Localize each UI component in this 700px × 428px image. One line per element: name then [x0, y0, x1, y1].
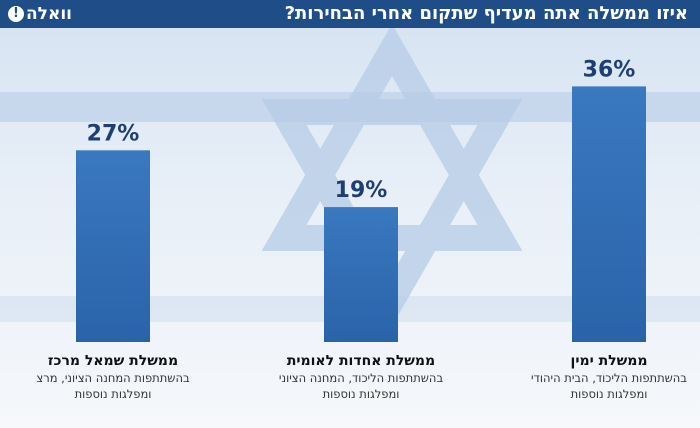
walla-exclamation-icon: ! — [8, 6, 24, 22]
bar-chart: 27% 19% 36% — [76, 57, 646, 343]
bar-3 — [572, 86, 646, 343]
category-name: ממשלת ימין — [570, 353, 648, 369]
bar-value-label-2: 19% — [335, 178, 388, 203]
category-description-line: ומפלגות נוספות — [570, 387, 648, 401]
category-description-line: בהשתתפות המחנה הציוני, מרצ — [36, 371, 190, 385]
category-description-line: בהשתתפות הליכוד, המחנה הציוני — [278, 371, 444, 385]
category-description-line: ומפלגות נוספות — [322, 387, 400, 401]
category-label-2: ממשלת אחדות לאומית בהשתתפות הליכוד, המחנה… — [261, 352, 461, 402]
category-name: ממשלת שמאל מרכז — [47, 353, 179, 369]
chart-title: איזו ממשלה אתה מעדיף שתקום אחרי הבחירות? — [284, 3, 688, 24]
walla-logo[interactable]: וואלה ! — [8, 4, 72, 24]
walla-logo-text: וואלה — [26, 4, 73, 24]
category-name: ממשלת אחדות לאומית — [286, 353, 436, 369]
category-label-3: ממשלת ימין בהשתתפות הליכוד, הבית היהודי ומ… — [509, 352, 700, 402]
category-description-line: ומפלגות נוספות — [74, 387, 152, 401]
category-label-1: ממשלת שמאל מרכז בהשתתפות המחנה הציוני, מר… — [13, 352, 213, 402]
category-description-line: בהשתתפות הליכוד, הבית היהודי — [531, 371, 687, 385]
bar-value-label-1: 27% — [87, 121, 140, 146]
bar-1 — [76, 150, 150, 342]
chart-header: וואלה ! איזו ממשלה אתה מעדיף שתקום אחרי … — [0, 0, 700, 28]
bar-2 — [324, 207, 398, 342]
bar-value-label-3: 36% — [583, 57, 636, 82]
